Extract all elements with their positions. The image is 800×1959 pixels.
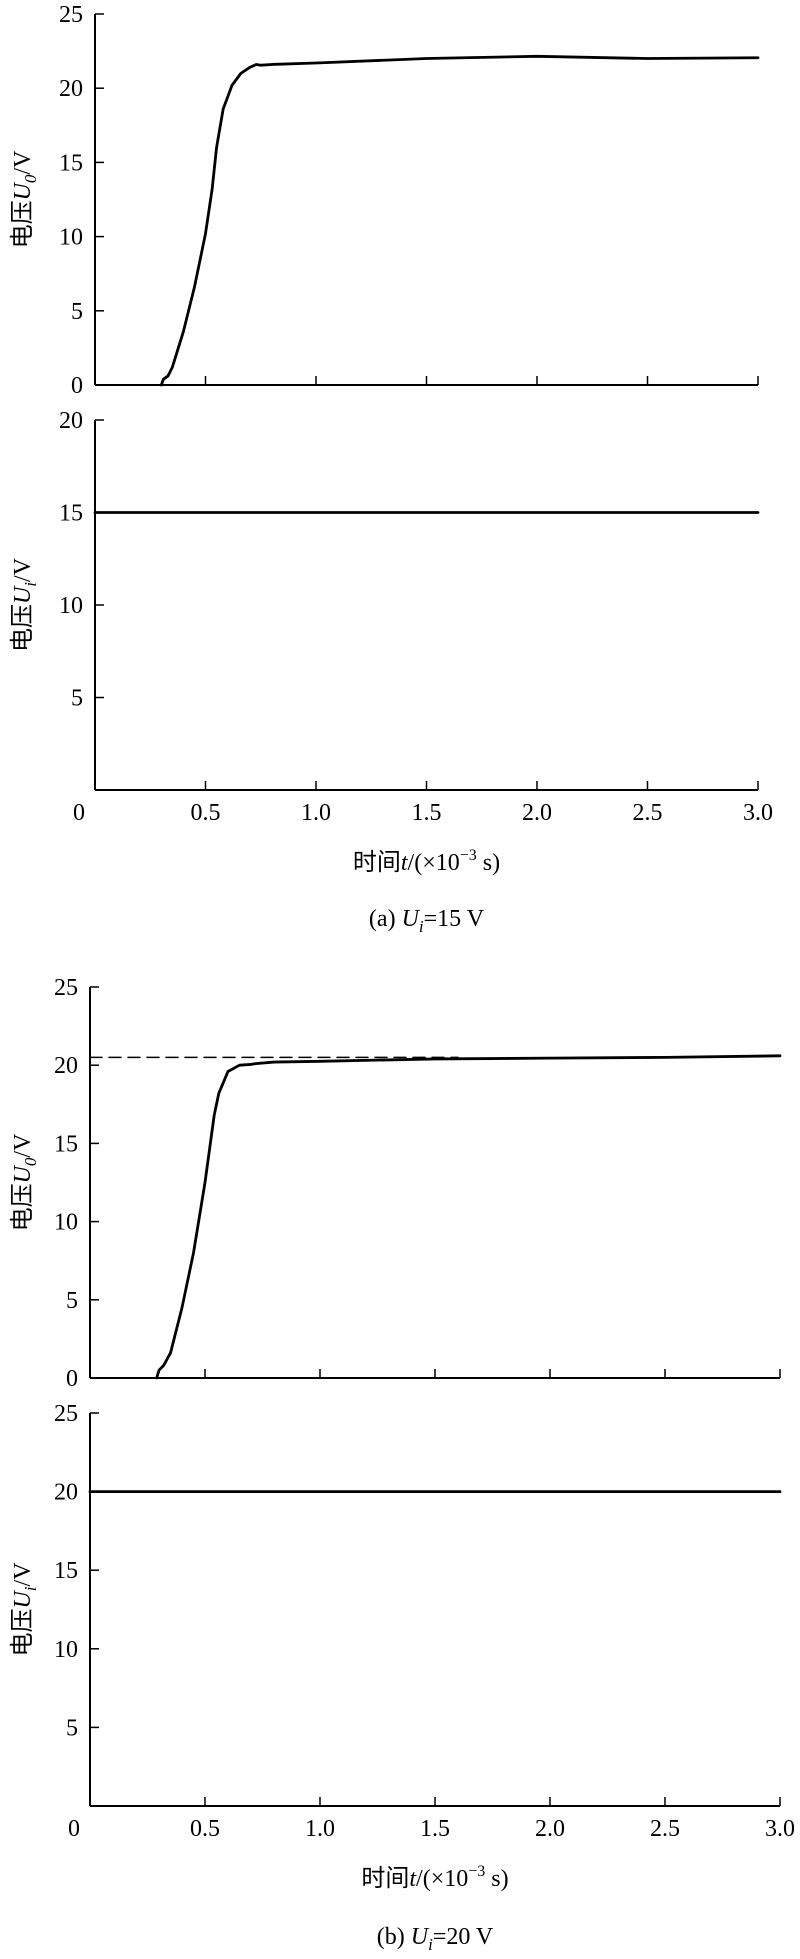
panel-a-2: 5 10 15 20 电压Ui/V (9, 408, 760, 791)
y-axis-label: 电压U0/V (9, 150, 40, 249)
y-tick-label: 0 (71, 373, 83, 399)
y-tick-label: 10 (59, 225, 83, 251)
x-tick-label: 2.0 (522, 800, 552, 826)
x-tick-label: 0.5 (190, 1816, 220, 1842)
y-tick-label: 10 (54, 1637, 78, 1663)
panel-b-1: 0 5 10 15 20 25 电压U0/V (9, 975, 782, 1392)
x-tick-label: 0 (73, 800, 85, 826)
figure-a: 0 5 10 15 20 25 电压U0/V 5 10 15 20 电压Ui/V 0 0.5 1.0 1.5 2… (9, 2, 773, 936)
y-tick-label: 20 (54, 1053, 78, 1079)
x-tick-label: 1.0 (305, 1816, 335, 1842)
x-tick-label: 2.0 (535, 1816, 565, 1842)
y-tick-label: 5 (71, 686, 83, 712)
y-tick-label: 10 (59, 593, 83, 619)
x-tick-label: 3.0 (743, 800, 773, 826)
y-tick-label: 15 (59, 501, 83, 527)
y-tick-label: 15 (54, 1131, 78, 1157)
x-tick-label: 3.0 (765, 1816, 795, 1842)
y-axis-label: 电压Ui/V (9, 557, 40, 652)
x-tick-label: 1.0 (301, 800, 331, 826)
x-tick-label: 2.5 (633, 800, 663, 826)
series-line (155, 1054, 782, 1380)
x-tick-label: 0 (68, 1816, 80, 1842)
x-tick-label: 1.5 (412, 800, 442, 826)
series-line (159, 54, 760, 387)
y-tick-label: 20 (54, 1480, 78, 1506)
figure-caption: (b) Ui=20 V (377, 1924, 494, 1954)
y-tick-label: 5 (66, 1288, 78, 1314)
x-axis-label: 时间t/(×10−3 s) (361, 1863, 508, 1892)
y-tick-label: 25 (54, 1401, 78, 1427)
y-tick-label: 25 (54, 975, 78, 1001)
y-tick-label: 5 (71, 299, 83, 325)
figure-caption: (a) Ui=15 V (369, 906, 485, 936)
x-tick-label: 1.5 (420, 1816, 450, 1842)
panel-b-2: 5 10 15 20 25 电压Ui/V (9, 1401, 782, 1807)
y-tick-label: 15 (59, 150, 83, 176)
x-axis-label: 时间t/(×10−3 s) (353, 847, 500, 876)
y-tick-label: 25 (59, 2, 83, 28)
y-tick-label: 20 (59, 408, 83, 434)
y-tick-label: 20 (59, 76, 83, 102)
y-tick-label: 0 (66, 1366, 78, 1392)
panel-a-1: 0 5 10 15 20 25 电压U0/V (9, 2, 760, 399)
y-tick-label: 5 (66, 1715, 78, 1741)
y-tick-label: 10 (54, 1210, 78, 1236)
figure-b: 0 5 10 15 20 25 电压U0/V 5 10 15 20 25 电压Ui/V 0 0.5 1.0 1.… (9, 975, 795, 1954)
y-axis-label: 电压U0/V (9, 1133, 40, 1232)
x-tick-label: 2.5 (650, 1816, 680, 1842)
x-tick-label: 0.5 (191, 800, 221, 826)
y-tick-label: 15 (54, 1558, 78, 1584)
y-axis-label: 电压Ui/V (9, 1562, 40, 1657)
